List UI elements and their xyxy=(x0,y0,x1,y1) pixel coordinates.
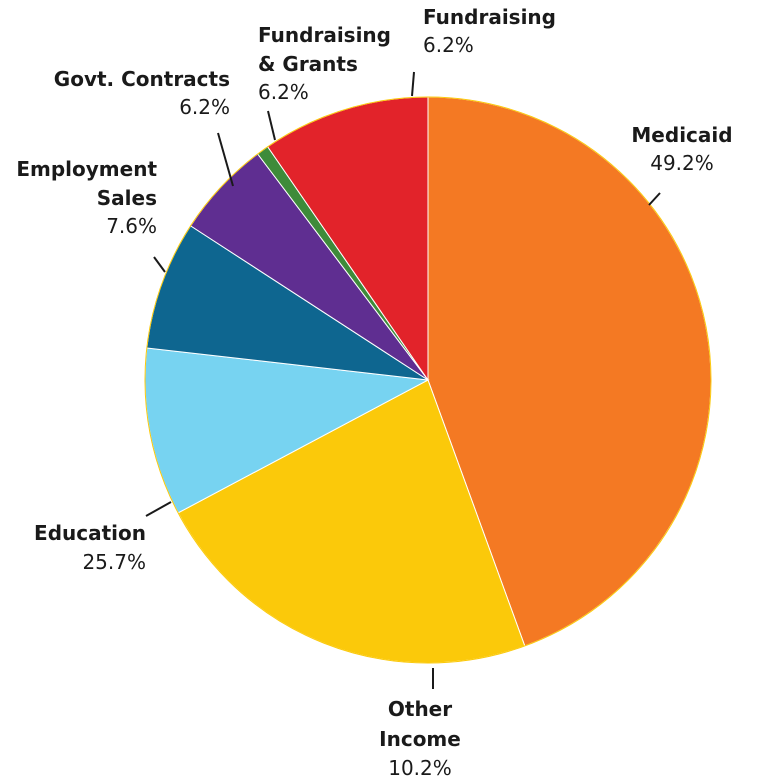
label-value-fund-grants: 6.2% xyxy=(258,80,309,104)
label-name-govt: Govt. Contracts xyxy=(54,67,230,91)
leader-lines xyxy=(145,71,661,689)
label-name-medicaid: Medicaid xyxy=(631,123,732,147)
label-value-other: 10.2% xyxy=(388,756,452,780)
leader-education xyxy=(145,501,172,517)
label-name-employment: Sales xyxy=(97,186,157,210)
leader-employment xyxy=(153,256,166,273)
label-name-education: Education xyxy=(34,521,146,545)
label-value-employment: 7.6% xyxy=(106,214,157,238)
slice-labels: Medicaid 49.2% Other Income 10.2% Education 25… xyxy=(16,5,732,780)
label-name-fund-grants: & Grants xyxy=(258,52,358,76)
leader-medicaid xyxy=(648,192,661,206)
label-value-medicaid: 49.2% xyxy=(650,151,714,175)
label-name-employment: Employment xyxy=(16,157,157,181)
pie-slices xyxy=(144,96,712,664)
label-value-education: 25.7% xyxy=(82,550,146,574)
pie-outline xyxy=(144,96,712,664)
label-name-fundraising: Fundraising xyxy=(423,5,556,29)
label-value-fundraising: 6.2% xyxy=(423,33,474,57)
label-value-govt: 6.2% xyxy=(179,95,230,119)
label-name-other: Income xyxy=(379,727,461,751)
leader-govt xyxy=(217,132,234,187)
label-name-fund-grants: Fundraising xyxy=(258,23,391,47)
leader-fundraising xyxy=(411,71,415,97)
label-name-other: Other xyxy=(388,697,452,721)
leader-fund-grants xyxy=(267,110,276,141)
